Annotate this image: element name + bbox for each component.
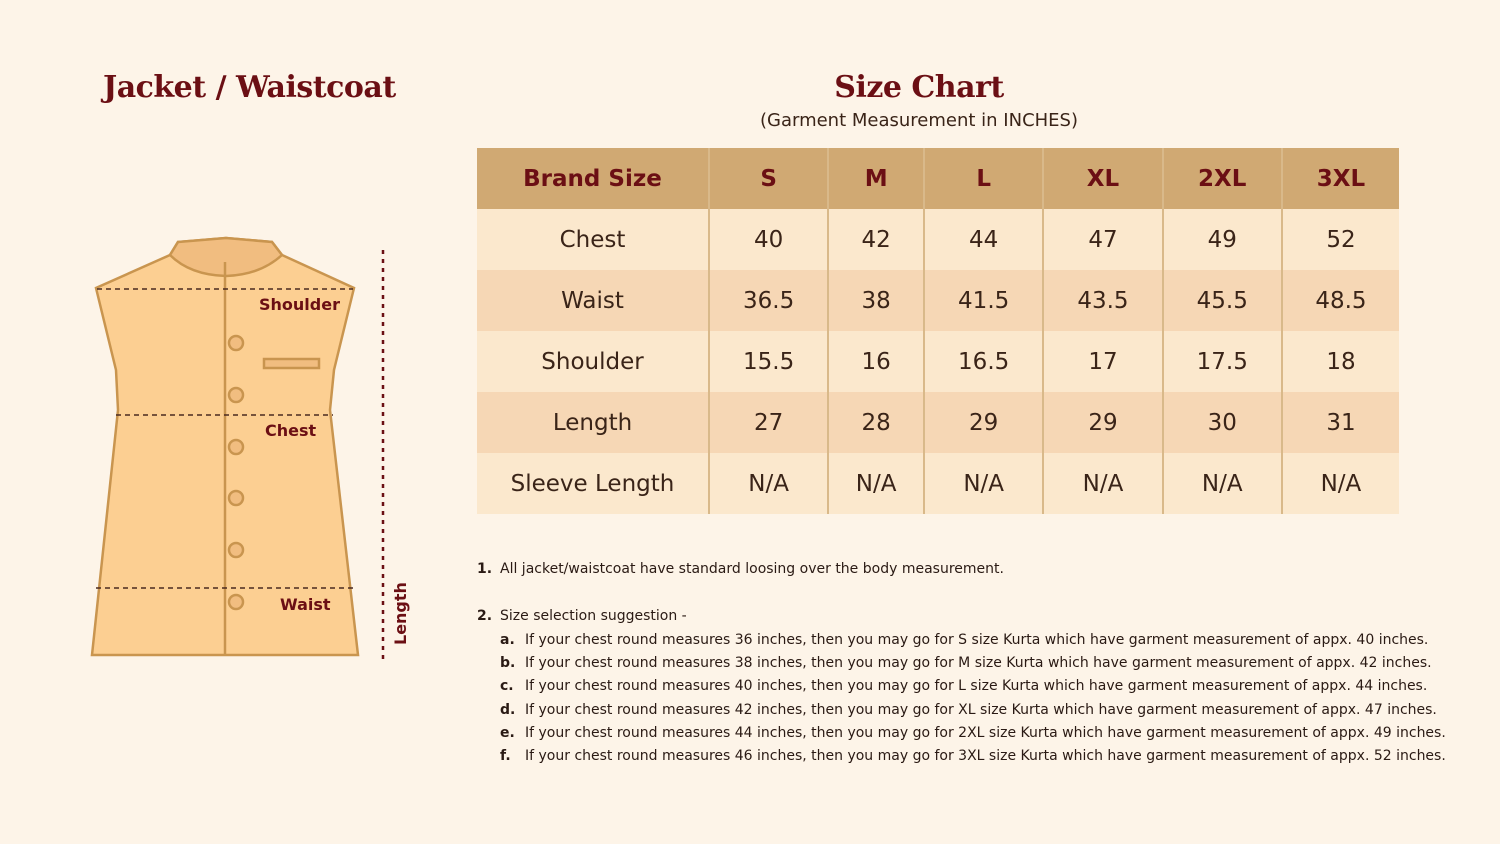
jacket-diagram: Shoulder Chest Waist Length (90, 236, 410, 660)
table-cell: 41.5 (923, 270, 1044, 331)
table-row: Length 27 28 29 29 30 31 (477, 392, 1399, 453)
table-cell: 36.5 (707, 270, 829, 331)
table-cell: 38 (827, 270, 925, 331)
table-cell: 43.5 (1042, 270, 1163, 331)
table-row: Chest 40 42 44 47 49 52 (477, 209, 1399, 270)
suggestion-text: If your chest round measures 36 inches, … (525, 631, 1429, 648)
table-cell: 17 (1042, 331, 1163, 392)
note-text: All jacket/waistcoat have standard loosi… (500, 561, 1004, 577)
table-cell: 18 (1280, 331, 1399, 392)
table-cell: 52 (1280, 209, 1399, 270)
table-cell: 40 (707, 209, 829, 270)
table-cell: 45.5 (1161, 270, 1282, 331)
header-size: S (707, 148, 829, 209)
table-cell: 16 (827, 331, 925, 392)
row-label: Waist (477, 270, 709, 331)
table-cell: N/A (1280, 453, 1399, 514)
table-cell: 49 (1161, 209, 1282, 270)
table-cell: 31 (1280, 392, 1399, 453)
header-size: M (827, 148, 925, 209)
row-label: Chest (477, 209, 709, 270)
table-cell: 44 (923, 209, 1044, 270)
suggestion-letter: e. (500, 725, 515, 742)
suggestion-text: If your chest round measures 44 inches, … (525, 725, 1446, 742)
table-cell: 27 (707, 392, 829, 453)
suggestion-letter: d. (500, 701, 516, 718)
table-cell: 17.5 (1161, 331, 1282, 392)
table-cell: N/A (1161, 453, 1282, 514)
suggestion-text: If your chest round measures 42 inches, … (525, 701, 1437, 718)
header-size: 3XL (1280, 148, 1399, 209)
waist-label: Waist (280, 595, 331, 614)
table-row: Waist 36.5 38 41.5 43.5 45.5 48.5 (477, 270, 1399, 331)
size-chart-subtitle: (Garment Measurement in INCHES) (759, 110, 1078, 131)
table-cell: 28 (827, 392, 925, 453)
table-cell: N/A (827, 453, 925, 514)
note-number: 1. (477, 561, 493, 577)
row-label: Sleeve Length (477, 453, 709, 514)
header-size: L (923, 148, 1044, 209)
suggestion-letter: a. (500, 631, 515, 648)
shoulder-label: Shoulder (259, 295, 340, 314)
table-cell: 42 (827, 209, 925, 270)
jacket-illustration (90, 236, 360, 657)
suggestion-text: If your chest round measures 38 inches, … (525, 654, 1432, 671)
jacket-title: Jacket / Waistcoat (103, 70, 396, 105)
chest-label: Chest (265, 421, 317, 440)
length-label: Length (391, 582, 410, 645)
note-text: Size selection suggestion - (500, 608, 687, 624)
row-label: Shoulder (477, 331, 709, 392)
size-chart-table: Brand Size S M L XL 2XL 3XL Chest 40 42 44 4… (477, 148, 1399, 514)
table-row: Sleeve Length N/A N/A N/A N/A N/A N/A (477, 453, 1399, 514)
suggestion-text: If your chest round measures 46 inches, … (525, 748, 1446, 765)
table-cell: 16.5 (923, 331, 1044, 392)
suggestion-text: If your chest round measures 40 inches, … (525, 678, 1428, 695)
header-size: XL (1042, 148, 1163, 209)
suggestion-letter: f. (500, 748, 511, 765)
table-row: Shoulder 15.5 16 16.5 17 17.5 18 (477, 331, 1399, 392)
table-cell: 29 (1042, 392, 1163, 453)
table-cell: 15.5 (707, 331, 829, 392)
table-cell: 47 (1042, 209, 1163, 270)
table-cell: 29 (923, 392, 1044, 453)
table-header-row: Brand Size S M L XL 2XL 3XL (477, 148, 1399, 209)
suggestion-letter: b. (500, 654, 516, 671)
suggestion-letter: c. (500, 678, 514, 695)
table-cell: N/A (707, 453, 829, 514)
button-icons (227, 334, 245, 611)
size-chart-title: Size Chart (834, 70, 1004, 105)
table-cell: N/A (923, 453, 1044, 514)
note-number: 2. (477, 608, 493, 624)
header-size: 2XL (1161, 148, 1282, 209)
header-brand-size: Brand Size (477, 148, 709, 209)
table-cell: 30 (1161, 392, 1282, 453)
table-cell: 48.5 (1280, 270, 1399, 331)
row-label: Length (477, 392, 709, 453)
table-cell: N/A (1042, 453, 1163, 514)
